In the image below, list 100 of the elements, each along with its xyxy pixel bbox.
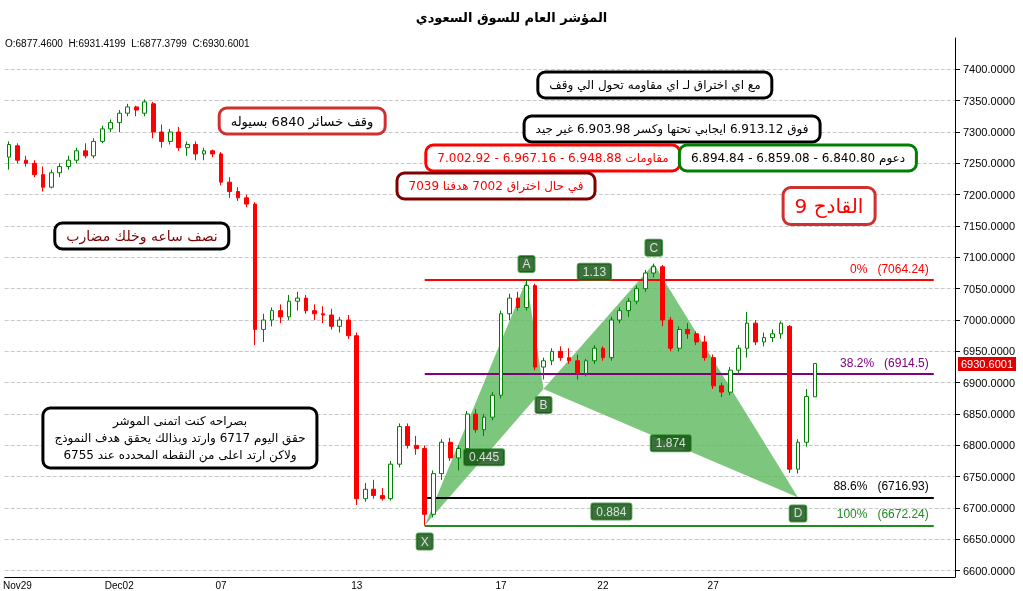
annotation: مقاومات 6.948.88 - 6.967.16 - 7.002.92 bbox=[424, 143, 682, 173]
candlestick bbox=[668, 316, 673, 352]
candlestick bbox=[15, 142, 20, 164]
candlestick bbox=[643, 269, 648, 293]
data-label: C bbox=[649, 240, 659, 255]
candlestick bbox=[244, 194, 249, 208]
candlestick bbox=[787, 324, 792, 474]
candlestick bbox=[321, 305, 325, 324]
candlestick bbox=[762, 332, 766, 347]
candlestick bbox=[380, 487, 385, 502]
y-tick-label: 7400.0000 bbox=[963, 63, 1015, 76]
candlestick bbox=[24, 155, 28, 167]
candlestick bbox=[168, 128, 173, 146]
x-tick-label: 17 bbox=[495, 579, 508, 591]
candlestick bbox=[728, 366, 733, 396]
candlestick bbox=[617, 307, 622, 324]
candlestick bbox=[7, 140, 11, 171]
candlestick bbox=[634, 285, 639, 305]
candlestick bbox=[694, 330, 699, 346]
candlestick bbox=[711, 354, 716, 390]
candlestick bbox=[388, 460, 393, 502]
candlestick bbox=[804, 388, 809, 448]
annotation: مع اي اختراق لـ اي مقاومه تحول الي وقف bbox=[536, 70, 774, 100]
y-tick-label: 7050.0000 bbox=[963, 282, 1015, 295]
annotation: في حال اختراق 7002 هدفنا 7039 bbox=[395, 171, 597, 201]
annotation: 1.13 bbox=[582, 264, 607, 279]
candlestick bbox=[253, 201, 257, 346]
candlestick bbox=[91, 137, 96, 159]
y-tick-label: 7000.0000 bbox=[963, 314, 1015, 327]
ref-line-label: 100% (6672.24) bbox=[836, 507, 929, 522]
candlestick bbox=[507, 293, 512, 321]
candlestick bbox=[524, 279, 529, 312]
candlestick bbox=[176, 126, 181, 152]
candlestick bbox=[329, 308, 334, 330]
x-tick-label: 07 bbox=[215, 579, 228, 591]
candlestick bbox=[779, 320, 783, 340]
x-tick-label: 13 bbox=[351, 579, 363, 591]
candlestick bbox=[448, 437, 453, 462]
y-tick-label: 6850.0000 bbox=[963, 408, 1015, 421]
candlestick bbox=[397, 422, 402, 468]
candlestick bbox=[295, 291, 300, 312]
annotation: بصراحه كنت اتمنى الموشر حقق اليوم 6717 وارتد وبذالك يحقق هدف النموذج ولاكن ارتد اعلى من النقطه المحدده عند 6755 bbox=[41, 406, 319, 470]
candlestick bbox=[567, 347, 571, 365]
candlestick bbox=[626, 297, 631, 318]
x-tick-label: Dec02 bbox=[104, 579, 135, 591]
annotation: 1.874 bbox=[655, 436, 687, 451]
candlestick bbox=[159, 123, 164, 149]
candlestick bbox=[796, 438, 800, 475]
ref-line-label: 0% (7064.24) bbox=[850, 261, 929, 276]
candlestick bbox=[41, 165, 45, 193]
candlestick bbox=[100, 125, 105, 144]
y-tick-label: 7100.0000 bbox=[963, 251, 1015, 264]
chart-title: المؤشر العام للسوق السعودي bbox=[415, 10, 608, 26]
candlestick bbox=[371, 479, 376, 500]
candlestick bbox=[117, 109, 122, 133]
annotation: 0.884 bbox=[596, 504, 627, 519]
data-label: A bbox=[522, 256, 531, 271]
candlestick bbox=[584, 358, 588, 377]
candlestick bbox=[456, 444, 461, 471]
annotation: القادح 9 bbox=[781, 186, 877, 226]
candlestick bbox=[278, 303, 283, 324]
candlestick bbox=[236, 186, 240, 202]
annotation: وقف خسائر 6840 بسيوله bbox=[217, 106, 387, 136]
y-tick-label: 7300.0000 bbox=[963, 126, 1015, 139]
x-tick-label: 27 bbox=[707, 579, 720, 591]
candlestick bbox=[125, 103, 130, 117]
candlestick bbox=[32, 159, 37, 178]
candlestick bbox=[592, 344, 597, 365]
candlestick bbox=[651, 263, 656, 278]
candlestick bbox=[439, 438, 444, 481]
candlestick bbox=[66, 155, 71, 171]
candlestick bbox=[354, 332, 359, 506]
candlestick bbox=[499, 310, 503, 399]
candlestick bbox=[108, 118, 113, 133]
annotation: نصف ساعه وخلك مضارب bbox=[53, 221, 231, 251]
candlestick bbox=[363, 482, 368, 503]
candlestick bbox=[405, 422, 410, 450]
candlestick bbox=[422, 444, 427, 527]
candlestick bbox=[210, 149, 215, 158]
candlestick bbox=[270, 307, 274, 327]
candlestick bbox=[813, 362, 817, 398]
y-tick-label: 6650.0000 bbox=[963, 533, 1015, 546]
candlestick bbox=[312, 303, 317, 321]
candlestick bbox=[558, 345, 563, 362]
data-label: X bbox=[420, 534, 429, 549]
y-tick-label: 6950.0000 bbox=[963, 345, 1015, 358]
candlestick bbox=[219, 151, 223, 186]
candlestick bbox=[261, 313, 266, 343]
candlestick bbox=[770, 328, 775, 343]
y-tick-label: 6600.0000 bbox=[963, 564, 1015, 577]
x-tick-label: Nov29 bbox=[2, 579, 33, 591]
candlestick bbox=[346, 314, 351, 340]
data-label: D bbox=[793, 506, 803, 521]
candlestick bbox=[337, 316, 342, 334]
annotation: دعوم 6.840.80 - 6.859.08 - 6.894.84 bbox=[677, 143, 919, 173]
y-tick-label: 6900.0000 bbox=[963, 376, 1015, 389]
candlestick bbox=[702, 335, 707, 362]
candlestick bbox=[736, 344, 741, 374]
y-tick-label: 7350.0000 bbox=[963, 94, 1015, 107]
y-tick-label: 7150.0000 bbox=[963, 220, 1015, 233]
